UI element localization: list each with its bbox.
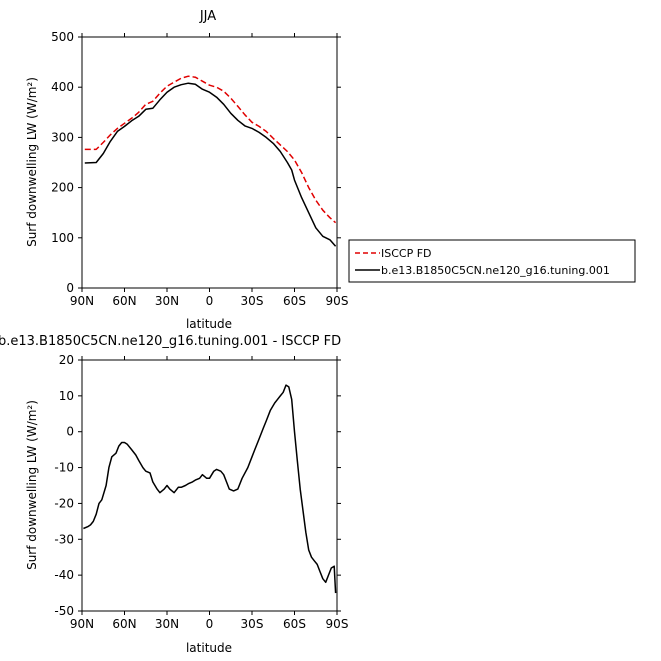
top-y-tick-label: 0 — [66, 281, 74, 295]
bottom-x-tick-label: 90N — [70, 617, 94, 631]
bottom-y-tick-label: -10 — [54, 461, 74, 475]
bottom-chart-title: b.e13.B1850C5CN.ne120_g16.tuning.001 - I… — [0, 334, 341, 349]
bottom-x-tick-label: 60N — [112, 617, 136, 631]
top-y-ticks: 0 100 200 300 400 500 — [51, 30, 341, 295]
bottom-x-tick-label: 30N — [155, 617, 179, 631]
top-y-tick-label: 100 — [51, 231, 74, 245]
bottom-y-tick-label: -40 — [54, 568, 74, 582]
legend-label-isccp: ISCCP FD — [381, 247, 432, 260]
bottom-series-line-0 — [83, 384, 337, 594]
top-x-tick-label: 90S — [326, 294, 349, 308]
top-series-line-0 — [84, 75, 337, 224]
top-chart: JJA 0 100 200 300 400 500 90N 60N 30N 0 30S 60S 90S… — [25, 9, 348, 331]
top-x-tick-label: 60N — [112, 294, 136, 308]
legend: ISCCP FD b.e13.B1850C5CN.ne120_g16.tunin… — [348, 239, 636, 283]
top-chart-title: JJA — [199, 9, 216, 24]
bottom-series-lines — [83, 384, 337, 594]
bottom-y-tick-label: -20 — [54, 496, 74, 510]
top-y-tick-label: 200 — [51, 181, 74, 195]
top-x-axis-label: latitude — [186, 317, 232, 331]
bottom-plot-frame — [81, 359, 338, 612]
bottom-y-tick-label: 20 — [59, 353, 74, 367]
top-y-tick-label: 300 — [51, 130, 74, 144]
top-plot-frame — [81, 36, 338, 289]
top-series-line-1 — [84, 82, 337, 247]
bottom-y-tick-label: 0 — [66, 425, 74, 439]
legend-box — [348, 239, 636, 283]
top-x-tick-label: 90N — [70, 294, 94, 308]
bottom-x-axis-label: latitude — [186, 641, 232, 655]
bottom-x-tick-label: 90S — [326, 617, 349, 631]
top-y-axis-label: Surf downwelling LW (W/m²) — [25, 77, 39, 247]
bottom-y-tick-label: -30 — [54, 532, 74, 546]
bottom-y-tick-label: -50 — [54, 604, 74, 618]
bottom-x-ticks: 90N 60N 30N 0 30S 60S 90S — [70, 356, 349, 631]
bottom-x-tick-label: 30S — [241, 617, 264, 631]
legend-label-model: b.e13.B1850C5CN.ne120_g16.tuning.001 — [381, 264, 610, 277]
top-x-tick-label: 0 — [206, 294, 214, 308]
bottom-chart: b.e13.B1850C5CN.ne120_g16.tuning.001 - I… — [0, 334, 348, 655]
bottom-y-axis-label: Surf downwelling LW (W/m²) — [25, 400, 39, 570]
top-x-ticks: 90N 60N 30N 0 30S 60S 90S — [70, 33, 349, 308]
bottom-x-tick-label: 60S — [283, 617, 306, 631]
top-y-tick-label: 500 — [51, 30, 74, 44]
top-series-lines — [84, 75, 337, 247]
bottom-y-ticks: -50 -40 -30 -20 -10 0 10 20 — [54, 353, 341, 618]
top-x-tick-label: 30S — [241, 294, 264, 308]
top-x-tick-label: 60S — [283, 294, 306, 308]
top-x-tick-label: 30N — [155, 294, 179, 308]
top-y-tick-label: 400 — [51, 80, 74, 94]
bottom-y-tick-label: 10 — [59, 389, 74, 403]
bottom-x-tick-label: 0 — [206, 617, 214, 631]
